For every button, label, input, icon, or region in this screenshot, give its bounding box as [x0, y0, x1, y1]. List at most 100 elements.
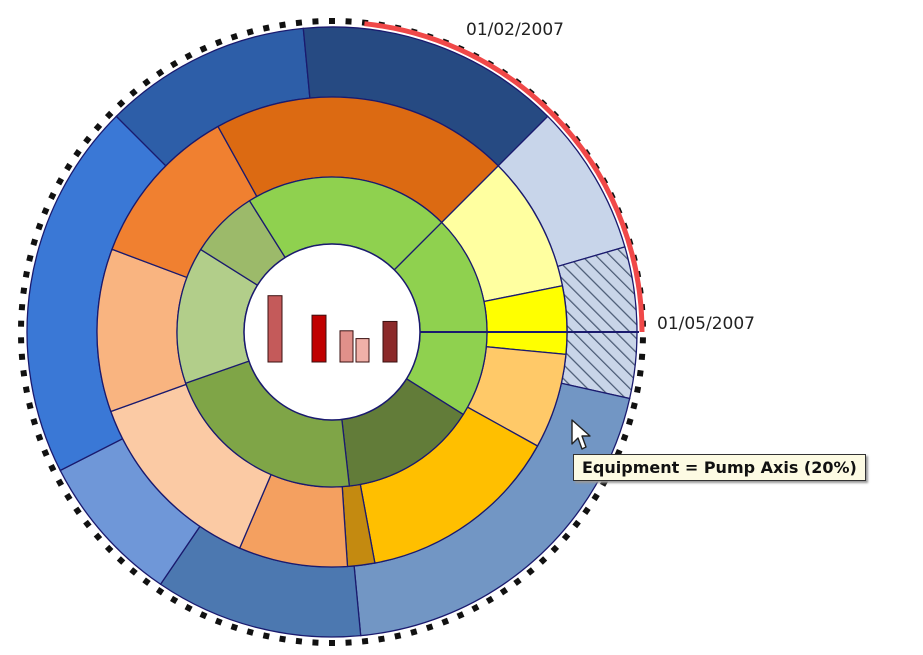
tick-mark	[104, 110, 114, 120]
tick-mark	[572, 519, 581, 529]
center-hole	[243, 243, 421, 421]
tick-mark	[538, 556, 548, 565]
selection-arc	[364, 21, 645, 333]
tick-mark	[312, 639, 319, 646]
tick-mark	[199, 44, 208, 53]
tick-mark	[116, 99, 126, 108]
date-start-label: 01/02/2007	[466, 20, 564, 40]
tick-mark	[626, 418, 634, 426]
tick-mark	[279, 635, 286, 643]
tick-mark	[591, 492, 600, 502]
outer-ring	[26, 26, 638, 638]
tick-mark	[410, 628, 418, 636]
tick-mark	[636, 369, 644, 377]
tick-mark	[155, 587, 165, 596]
tick-mark	[425, 623, 434, 632]
tick-mark	[22, 386, 30, 394]
tick-mark	[55, 177, 65, 186]
selection-arc-path	[364, 21, 645, 333]
tick-mark	[561, 532, 571, 542]
tick-mark	[170, 59, 179, 69]
tick-mark	[30, 418, 38, 426]
tick-mark	[550, 544, 560, 554]
tick-mark	[142, 577, 151, 586]
tick-mark	[48, 463, 57, 473]
tick-mark	[20, 369, 28, 377]
tick-mark	[116, 556, 126, 565]
tick-mark	[170, 595, 179, 605]
tick-mark	[93, 122, 103, 132]
tick-mark	[456, 611, 465, 620]
tick-mark	[345, 639, 352, 646]
tick-mark	[262, 632, 270, 640]
tick-mark	[26, 254, 34, 262]
icon-bar	[355, 338, 370, 363]
tick-mark	[582, 506, 591, 515]
tick-mark	[378, 635, 385, 643]
tick-mark	[526, 567, 535, 576]
tick-mark	[329, 18, 335, 24]
tick-mark	[22, 270, 30, 278]
tick-mark	[295, 19, 303, 27]
tick-mark	[471, 603, 480, 613]
tick-mark	[20, 287, 28, 295]
icon-bar	[311, 314, 327, 363]
tick-mark	[513, 577, 522, 586]
middle-ring	[96, 96, 568, 568]
tick-mark	[41, 207, 50, 216]
mouse-pointer-icon	[571, 419, 591, 450]
tick-mark	[83, 519, 92, 529]
tick-mark	[394, 632, 402, 640]
tick-mark	[184, 603, 193, 613]
tick-mark	[184, 51, 193, 61]
tick-mark	[30, 238, 38, 246]
bar-chart-icon[interactable]	[267, 295, 398, 363]
tick-mark	[361, 637, 369, 645]
tick-mark	[230, 32, 239, 41]
tick-mark	[142, 78, 151, 87]
middle-ring-segment[interactable]	[96, 248, 188, 413]
tick-mark	[279, 21, 286, 29]
tooltip: Equipment = Pump Axis (20%)	[573, 454, 866, 481]
tick-mark	[64, 492, 73, 502]
tick-mark	[312, 18, 319, 25]
tick-mark	[129, 88, 138, 97]
tick-mark	[55, 478, 65, 487]
tick-mark	[83, 135, 92, 145]
tick-mark	[18, 303, 26, 311]
tick-mark	[41, 448, 50, 457]
tick-mark	[630, 402, 638, 410]
tick-mark	[634, 386, 642, 394]
tick-mark	[73, 149, 82, 158]
tick-mark	[246, 28, 254, 36]
tick-mark	[639, 337, 646, 344]
tick-mark	[104, 544, 114, 554]
tick-mark	[35, 433, 44, 442]
tick-mark	[48, 191, 57, 201]
outer-ring-segment[interactable]	[556, 246, 638, 400]
tick-mark	[18, 320, 25, 327]
icon-bar	[382, 320, 398, 363]
tick-mark	[35, 222, 44, 231]
tick-mark	[638, 353, 646, 361]
tick-mark	[18, 337, 25, 344]
icon-bar	[339, 330, 354, 363]
tick-mark	[26, 402, 34, 410]
tick-mark	[329, 640, 335, 646]
tick-mark	[73, 506, 82, 515]
tick-mark	[485, 595, 494, 605]
tick-mark	[230, 623, 239, 632]
tick-mark	[214, 38, 223, 47]
icon-bar	[267, 295, 283, 363]
tick-mark	[155, 68, 165, 77]
tick-mark	[64, 162, 73, 172]
tick-mark	[93, 532, 103, 542]
tick-mark	[199, 611, 208, 620]
tick-mark	[620, 433, 629, 442]
tick-mark	[214, 617, 223, 626]
tick-mark	[441, 617, 450, 626]
tick-mark	[499, 587, 509, 596]
tick-mark	[246, 628, 254, 636]
tick-mark	[295, 637, 303, 645]
